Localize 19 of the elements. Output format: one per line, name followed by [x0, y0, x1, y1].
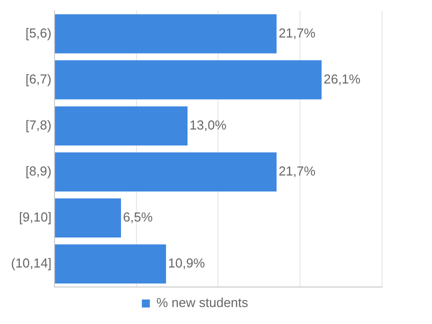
data-label: 13,0% [190, 117, 227, 132]
bar [54, 106, 188, 146]
data-label: 21,7% [278, 25, 316, 40]
y-tick-label: [5,6) [25, 25, 52, 40]
data-label: 21,7% [278, 163, 316, 178]
bar [54, 152, 277, 192]
bar [54, 14, 277, 54]
legend-label: % new students [156, 295, 249, 310]
data-label: 26,1% [324, 71, 361, 86]
y-tick-label: [7,8) [25, 117, 52, 132]
y-tick-label: [6,7) [25, 71, 52, 86]
y-tick-label: (10,14] [10, 256, 52, 271]
data-label: 10,9% [168, 256, 206, 271]
data-label: 6,5% [123, 210, 154, 225]
y-tick-label: [8,9) [25, 163, 52, 178]
bar [54, 60, 322, 100]
bar [54, 244, 166, 284]
bar [54, 198, 121, 238]
y-tick-label: [9,10] [18, 210, 52, 225]
